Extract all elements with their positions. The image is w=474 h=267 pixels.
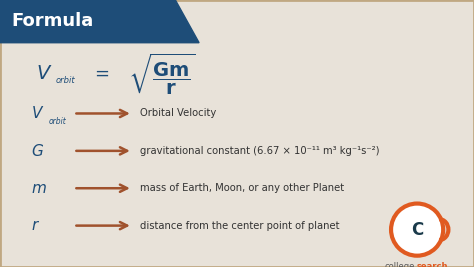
Text: =: = (94, 64, 109, 83)
Text: Formula: Formula (12, 12, 94, 30)
Text: $\mathit{V}$: $\mathit{V}$ (31, 105, 44, 121)
Polygon shape (0, 0, 199, 43)
Text: orbit: orbit (49, 117, 66, 126)
Text: mass of Earth, Moon, or any other Planet: mass of Earth, Moon, or any other Planet (140, 183, 344, 193)
Text: C: C (411, 221, 423, 239)
Text: distance from the center point of planet: distance from the center point of planet (140, 221, 339, 231)
Text: Orbital Velocity: Orbital Velocity (140, 108, 216, 119)
Text: search: search (416, 262, 447, 267)
Text: $\mathit{r}$: $\mathit{r}$ (31, 218, 40, 233)
Text: gravitational constant (6.67 × 10⁻¹¹ m³ kg⁻¹s⁻²): gravitational constant (6.67 × 10⁻¹¹ m³ … (140, 146, 379, 156)
Text: $\sqrt{\dfrac{\mathbf{Gm}}{\mathbf{r}}}$: $\sqrt{\dfrac{\mathbf{Gm}}{\mathbf{r}}}$ (128, 52, 195, 97)
Text: $\mathit{m}$: $\mathit{m}$ (31, 181, 46, 196)
Text: orbit: orbit (56, 76, 75, 85)
Text: $\mathit{V}$: $\mathit{V}$ (36, 64, 52, 83)
Text: college: college (384, 262, 415, 267)
Text: $\mathit{G}$: $\mathit{G}$ (31, 143, 44, 159)
Ellipse shape (391, 203, 443, 256)
